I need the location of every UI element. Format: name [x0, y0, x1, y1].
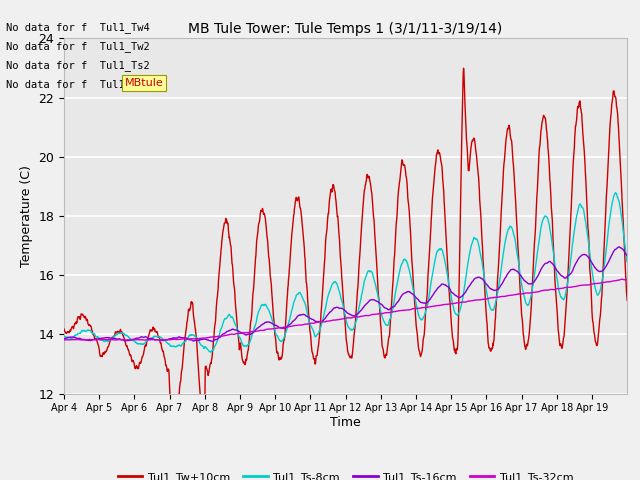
Text: No data for f  Tul1_Tw2: No data for f Tul1_Tw2: [6, 41, 150, 52]
Text: No data for f  Tul1_Ts2: No data for f Tul1_Ts2: [6, 60, 150, 71]
Text: No data for f  Tul1_Tw4: No data for f Tul1_Tw4: [6, 22, 150, 33]
Y-axis label: Temperature (C): Temperature (C): [20, 165, 33, 267]
Text: MBtule: MBtule: [125, 78, 164, 88]
X-axis label: Time: Time: [330, 416, 361, 429]
Legend: Tul1_Tw+10cm, Tul1_Ts-8cm, Tul1_Ts-16cm, Tul1_Ts-32cm: Tul1_Tw+10cm, Tul1_Ts-8cm, Tul1_Ts-16cm,…: [113, 468, 578, 480]
Text: No data for f  Tul1_Ts1: No data for f Tul1_Ts1: [6, 79, 150, 90]
Title: MB Tule Tower: Tule Temps 1 (3/1/11-3/19/14): MB Tule Tower: Tule Temps 1 (3/1/11-3/19…: [188, 22, 503, 36]
